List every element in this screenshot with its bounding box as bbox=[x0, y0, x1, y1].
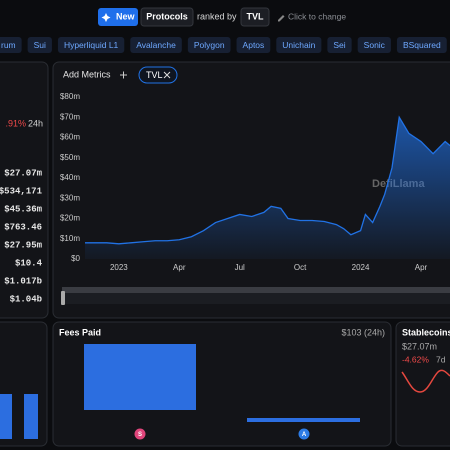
chain-label: Sui bbox=[34, 40, 46, 50]
chain-label: BSquared bbox=[403, 40, 441, 50]
stablecoins-title: Stablecoins bbox=[402, 327, 450, 337]
chain-tab[interactable] bbox=[0, 37, 22, 53]
chain-tab[interactable] bbox=[130, 37, 182, 53]
metric-label: TVL bbox=[247, 11, 265, 21]
fees-bar bbox=[247, 418, 360, 422]
y-tick-label: $20m bbox=[60, 214, 80, 223]
y-tick-label: $80m bbox=[60, 92, 80, 101]
x-tick-label: Oct bbox=[294, 263, 307, 272]
fees-bar bbox=[84, 344, 196, 410]
summary-period: 24h bbox=[28, 118, 43, 128]
change-hint[interactable]: Click to change bbox=[288, 11, 346, 21]
stat-value: $534,171 bbox=[0, 186, 43, 196]
summary-change: .91% bbox=[5, 118, 26, 128]
legend-icon bbox=[134, 428, 146, 440]
protocols-button[interactable] bbox=[140, 7, 194, 27]
stablecoins-panel bbox=[395, 321, 450, 447]
chain-tab[interactable] bbox=[27, 37, 52, 53]
x-tick-label: 2023 bbox=[110, 263, 128, 272]
sparkline bbox=[401, 369, 450, 393]
chain-label: Avalanche bbox=[136, 40, 176, 50]
stat-value: $1.017b bbox=[4, 276, 42, 286]
stats: $27.07m $534,171 $45.36m $763.46 $27.95m $10.… bbox=[0, 168, 43, 304]
fees-title: Fees Paid bbox=[59, 327, 101, 337]
y-tick-label: $60m bbox=[60, 133, 80, 142]
chain-label: Sonic bbox=[364, 40, 386, 50]
chain-label: Unichain bbox=[282, 40, 315, 50]
chain-label: Polygon bbox=[194, 40, 225, 50]
tvl-chart: $0 $10m $20m $30m $40m $50m $60m $70m $80m 2023 Ap… bbox=[60, 92, 450, 272]
chain-label: rum bbox=[1, 40, 16, 50]
chain-tab[interactable] bbox=[276, 37, 322, 53]
legend-icon bbox=[298, 428, 310, 440]
y-tick-label: $0 bbox=[71, 254, 80, 263]
stablecoins-period: 7d bbox=[436, 354, 446, 364]
stat-value: $45.36m bbox=[4, 204, 42, 214]
bar-decor bbox=[24, 394, 38, 439]
stat-value: $1.04b bbox=[10, 294, 42, 304]
ranked-by: ranked by bbox=[197, 11, 237, 21]
chain-label: Aptos bbox=[243, 40, 265, 50]
stat-value: $10.4 bbox=[15, 258, 43, 268]
metric-button[interactable] bbox=[240, 7, 270, 27]
y-tick-label: $30m bbox=[60, 193, 80, 202]
tvl-area bbox=[85, 117, 450, 259]
chain-tab[interactable] bbox=[357, 37, 391, 53]
chain-tab[interactable] bbox=[236, 37, 271, 53]
chain-label: Sei bbox=[333, 40, 345, 50]
legend-letter: A bbox=[302, 432, 307, 438]
x-tick-label: Apr bbox=[173, 263, 186, 272]
new-label: New bbox=[116, 11, 136, 21]
stat-value: $27.07m bbox=[4, 168, 42, 178]
range-track[interactable] bbox=[62, 287, 450, 293]
add-metrics[interactable]: Add Metrics bbox=[63, 69, 111, 79]
chain-tab[interactable] bbox=[57, 37, 125, 53]
y-tick-label: $70m bbox=[60, 112, 80, 121]
metric-tag[interactable] bbox=[138, 66, 178, 84]
remove-icon[interactable] bbox=[163, 71, 171, 79]
chain-label: Hyperliquid L1 bbox=[64, 40, 119, 50]
protocols-label: Protocols bbox=[146, 11, 188, 21]
legend-letter: S bbox=[138, 432, 142, 438]
chain-tabs: rum Sui Hyperliquid L1 Avalanche Polygon Apto… bbox=[0, 37, 447, 53]
stablecoins-value: $27.07m bbox=[402, 341, 437, 351]
chain-tab[interactable] bbox=[187, 37, 231, 53]
bar-decor bbox=[0, 394, 12, 439]
chain-tab[interactable] bbox=[327, 37, 352, 53]
x-tick-label: 2024 bbox=[352, 263, 370, 272]
new-button[interactable] bbox=[98, 8, 138, 26]
x-tick-label: Jul bbox=[235, 263, 245, 272]
tvl-line bbox=[85, 115, 450, 245]
range-handle[interactable] bbox=[61, 291, 65, 305]
y-tick-label: $10m bbox=[60, 234, 80, 243]
stat-value: $27.95m bbox=[4, 240, 42, 250]
summary-panel bbox=[0, 61, 49, 319]
metric-tag-label: TVL bbox=[146, 70, 163, 80]
plus-icon bbox=[120, 71, 127, 79]
pencil-icon bbox=[278, 15, 285, 22]
range-window bbox=[62, 293, 450, 304]
y-tick-label: $40m bbox=[60, 173, 80, 182]
stat-value: $763.46 bbox=[4, 222, 42, 232]
fees-total: $103 (24h) bbox=[341, 327, 385, 337]
y-tick-label: $50m bbox=[60, 153, 80, 162]
x-tick-label: Apr bbox=[415, 263, 428, 272]
sparkle-icon bbox=[101, 13, 111, 22]
stablecoins-change: -4.62% bbox=[402, 354, 429, 364]
chain-tab[interactable] bbox=[396, 37, 447, 53]
